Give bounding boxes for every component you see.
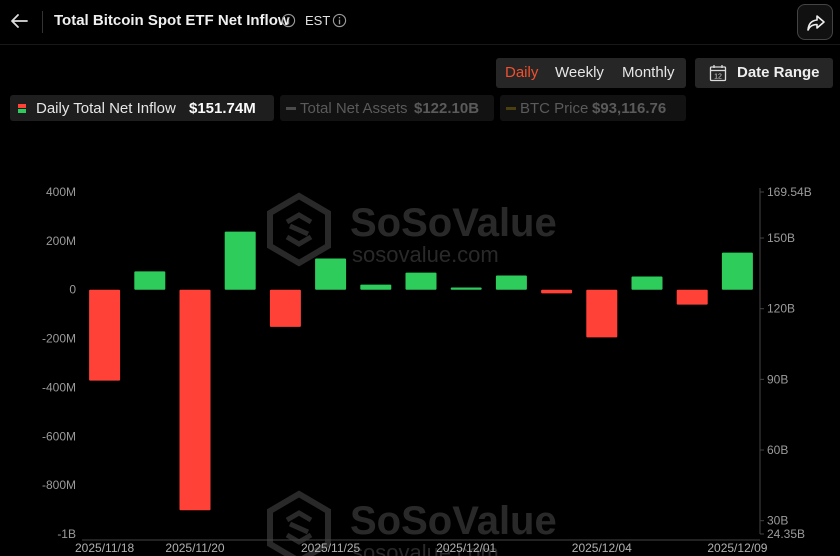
- bar[interactable]: [721, 252, 753, 290]
- x-tick-label: 2025/11/25: [301, 541, 360, 555]
- watermark-brand: SoSoValue: [350, 499, 557, 543]
- y-right-tick-label: 90B: [767, 372, 788, 386]
- back-arrow-icon[interactable]: [8, 10, 30, 32]
- legend-daily-net-inflow[interactable]: Daily Total Net Inflow $151.74M: [10, 95, 274, 121]
- x-tick-label: 2025/12/04: [572, 541, 632, 555]
- legend-value: $151.74M: [189, 100, 256, 117]
- bar[interactable]: [179, 289, 211, 511]
- legend-total-net-assets[interactable]: Total Net Assets $122.10B: [280, 95, 494, 121]
- watermark-url: sosovalue.com: [352, 540, 499, 556]
- bar[interactable]: [269, 289, 301, 327]
- bars: [89, 231, 753, 511]
- y-right-tick-label: 169.54B: [767, 185, 812, 199]
- x-tick-label: 2025/12/01: [436, 541, 496, 555]
- bar[interactable]: [315, 258, 347, 290]
- page-title: Total Bitcoin Spot ETF Net Inflow: [54, 12, 290, 29]
- y-right-tick-label: 30B: [767, 514, 788, 528]
- bar[interactable]: [541, 289, 573, 294]
- y-left-tick-label: -200M: [42, 332, 76, 346]
- legend-btc-price[interactable]: BTC Price $93,116.76: [500, 95, 686, 121]
- share-button[interactable]: [797, 4, 833, 40]
- share-icon: [807, 15, 825, 31]
- y-right-tick-label: 60B: [767, 443, 788, 457]
- bar[interactable]: [495, 275, 527, 290]
- x-tick-label: 2025/11/18: [75, 541, 134, 555]
- bar[interactable]: [586, 289, 618, 338]
- legend-line-icon: [506, 107, 516, 110]
- y-right-tick-label: 24.35B: [767, 527, 805, 541]
- legend-swatch-icon: [18, 104, 26, 113]
- bar[interactable]: [450, 287, 482, 290]
- timezone-label: EST: [305, 13, 331, 28]
- tab-weekly[interactable]: Weekly: [555, 64, 604, 81]
- watermark-brand: SoSoValue: [350, 201, 557, 245]
- y-left-tick-label: -800M: [42, 478, 76, 492]
- legend-label: Daily Total Net Inflow: [36, 100, 176, 117]
- bar[interactable]: [405, 272, 437, 290]
- date-range-button[interactable]: 12 Date Range: [695, 58, 833, 88]
- y-left-tick-label: 400M: [46, 185, 76, 199]
- y-left-tick-label: -400M: [42, 380, 76, 394]
- bar[interactable]: [631, 276, 663, 290]
- x-axis: 2025/11/18 2025/11/20 2025/11/25 2025/12/01…: [75, 541, 768, 555]
- watermark-top: SoSoValue sosovalue.com: [267, 192, 557, 267]
- y-right-tick-label: 120B: [767, 302, 795, 316]
- x-tick-label: 2025/11/20: [165, 541, 224, 555]
- legend-label: BTC Price: [520, 100, 589, 117]
- legend-value: $122.10B: [414, 100, 480, 117]
- y-left-tick-label: 200M: [46, 234, 76, 248]
- bar[interactable]: [676, 289, 708, 305]
- tab-monthly[interactable]: Monthly: [622, 64, 675, 81]
- header-separator: [0, 44, 840, 45]
- bar[interactable]: [224, 231, 256, 290]
- tab-daily[interactable]: Daily: [505, 64, 539, 81]
- legend-label: Total Net Assets: [300, 100, 408, 117]
- bar[interactable]: [360, 284, 392, 290]
- period-toggle: Daily Weekly Monthly: [496, 58, 686, 88]
- legend-line-icon: [286, 107, 296, 110]
- y-left-tick-label: -600M: [42, 429, 76, 443]
- left-axis: 400M 200M 0 -200M -400M -600M -800M -1B: [42, 185, 76, 541]
- calendar-icon: 12: [709, 65, 727, 82]
- y-right-tick-label: 150B: [767, 231, 795, 245]
- calendar-icon-day: 12: [714, 74, 722, 81]
- watermark-url: sosovalue.com: [352, 242, 499, 267]
- legend-value: $93,116.76: [592, 100, 667, 117]
- bar[interactable]: [134, 271, 166, 290]
- header-bar: Total Bitcoin Spot ETF Net Inflow EST: [0, 0, 840, 44]
- header-divider: [42, 11, 43, 33]
- info-icon[interactable]: [281, 13, 296, 28]
- watermark-bottom: SoSoValue sosovalue.com: [267, 490, 557, 556]
- x-tick-label: 2025/12/09: [707, 541, 767, 555]
- y-left-tick-label: 0: [69, 283, 76, 297]
- date-range-label: Date Range: [737, 64, 820, 81]
- y-left-tick-label: -1B: [57, 527, 76, 541]
- timezone-info-icon[interactable]: [332, 13, 347, 28]
- bar[interactable]: [89, 289, 121, 381]
